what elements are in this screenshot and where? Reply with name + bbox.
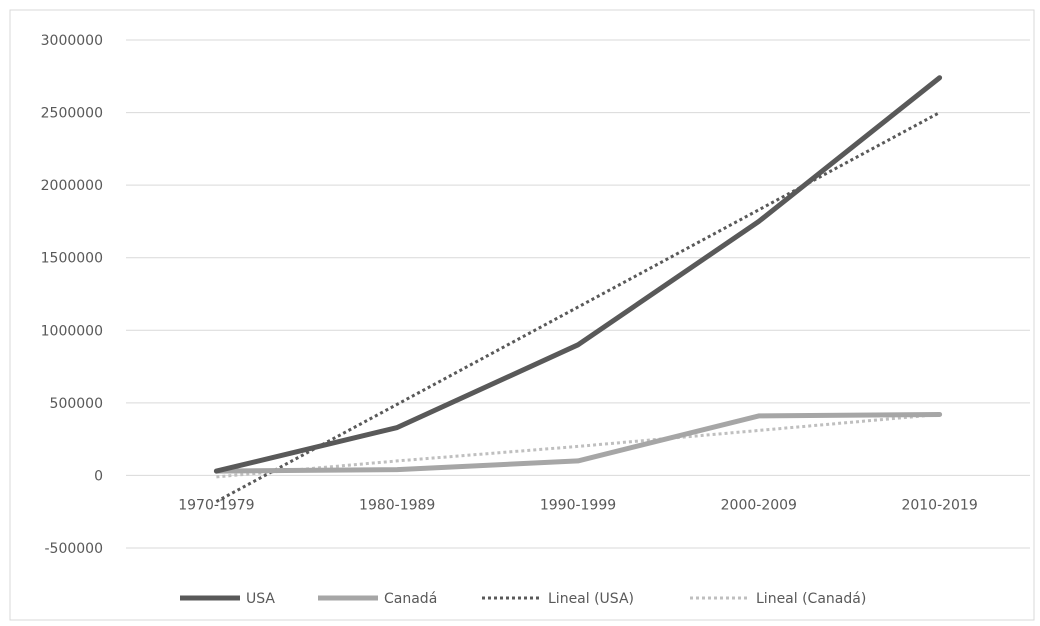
legend-label-0: USA — [246, 591, 275, 607]
chart-frame — [9, 9, 1035, 621]
series-line-3 — [216, 412, 940, 479]
x-axis-tick-labels: 1970-1979 1980-1989 1990-1999 2000-2009 2010… — [178, 497, 978, 513]
y-tick-label: 1000000 — [41, 323, 103, 339]
y-tick-label: 3000000 — [41, 33, 103, 49]
y-axis-tick-labels: 3000000 2500000 2000000 1500000 1000000 50000… — [41, 33, 103, 557]
y-tick-label: 2500000 — [41, 106, 103, 122]
x-tick-label: 1980-1989 — [359, 497, 435, 513]
series-line-1 — [213, 411, 943, 474]
x-tick-label: 1990-1999 — [540, 497, 616, 513]
y-tick-label: 1500000 — [41, 251, 103, 267]
y-tick-label: 2000000 — [41, 178, 103, 194]
legend: USA Canadá Lineal (USA) Lineal (Canadá) — [180, 591, 866, 607]
legend-label-1: Canadá — [384, 591, 437, 607]
series-line-0 — [213, 75, 943, 474]
x-tick-label: 1970-1979 — [178, 497, 254, 513]
y-tick-label: 0 — [94, 468, 103, 484]
gridlines — [126, 39, 1030, 549]
series-line-2 — [215, 111, 941, 503]
y-tick-label: 500000 — [50, 396, 103, 412]
legend-label-3: Lineal (Canadá) — [756, 591, 866, 607]
y-tick-label: -500000 — [45, 541, 104, 557]
legend-label-2: Lineal (USA) — [548, 591, 634, 607]
series-lines — [213, 75, 943, 503]
x-tick-label: 2000-2009 — [721, 497, 797, 513]
x-tick-label: 2010-2019 — [901, 497, 977, 513]
